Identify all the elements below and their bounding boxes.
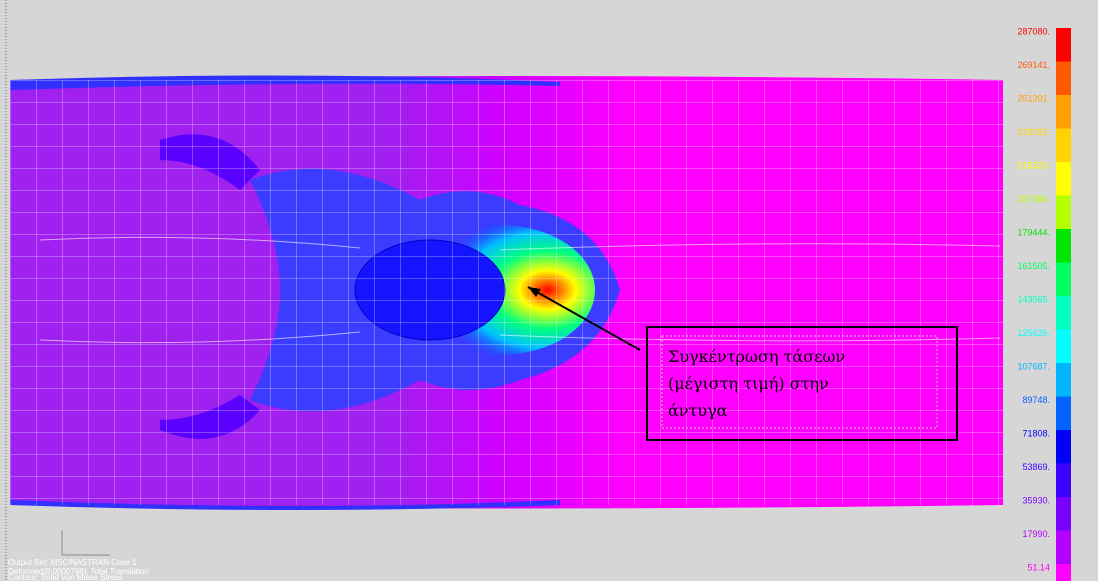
legend-label: 17990. [1022,529,1050,539]
legend-swatch [1056,263,1071,297]
legend-swatch [1056,430,1071,464]
legend-label: 161505. [1017,261,1050,271]
mesh [10,80,1003,505]
legend-swatch [1056,464,1071,498]
legend-label: 35930. [1022,495,1050,505]
legend-label: 51.14 [1027,562,1050,572]
legend-swatch [1056,95,1071,129]
page: {"legend": {"items": [ {"label": "287080… [0,0,1098,581]
legend-label: 179444. [1017,227,1050,237]
legend-label: 89748. [1022,395,1050,405]
legend-label: 143565. [1017,294,1050,304]
legend-label: 233262. [1017,127,1050,137]
legend-swatch [1056,397,1071,431]
legend-swatch [1056,229,1071,263]
model [10,75,1003,510]
legend-label: 107687. [1017,361,1050,371]
legend-swatch [1056,497,1071,531]
legend-swatch [1056,363,1071,397]
viewport: Συγκέντρωση τάσεων (μέγιστη τιμή) στην ά… [0,0,1098,581]
legend-swatch [1056,196,1071,230]
legend-label: 53869. [1022,462,1050,472]
legend-label: 215323. [1017,160,1050,170]
legend-swatch [1056,330,1071,364]
legend-swatch [1056,129,1071,163]
legend-swatch [1056,564,1071,581]
info-line: Contour: Solid Von Mises Stress [8,573,123,581]
legend-label: 197384. [1017,194,1050,204]
legend-label: 269141. [1017,60,1050,70]
annotation-line: άντυγα [668,401,728,420]
annotation-line: (μέγιστη τιμή) στην [668,374,829,393]
legend-label: 287080. [1017,26,1050,36]
legend-label: 125626. [1017,328,1050,338]
legend-swatch [1056,162,1071,196]
legend-swatch [1056,531,1071,565]
annotation-line: Συγκέντρωση τάσεων [668,347,845,366]
legend-swatch [1056,62,1071,96]
legend-label: 71808. [1022,428,1050,438]
info-line: Output Set: MSC/NASTRAN Case 1 [8,558,137,567]
legend-label: 251201. [1017,93,1050,103]
legend-swatch [1056,296,1071,330]
legend-swatch [1056,28,1071,62]
